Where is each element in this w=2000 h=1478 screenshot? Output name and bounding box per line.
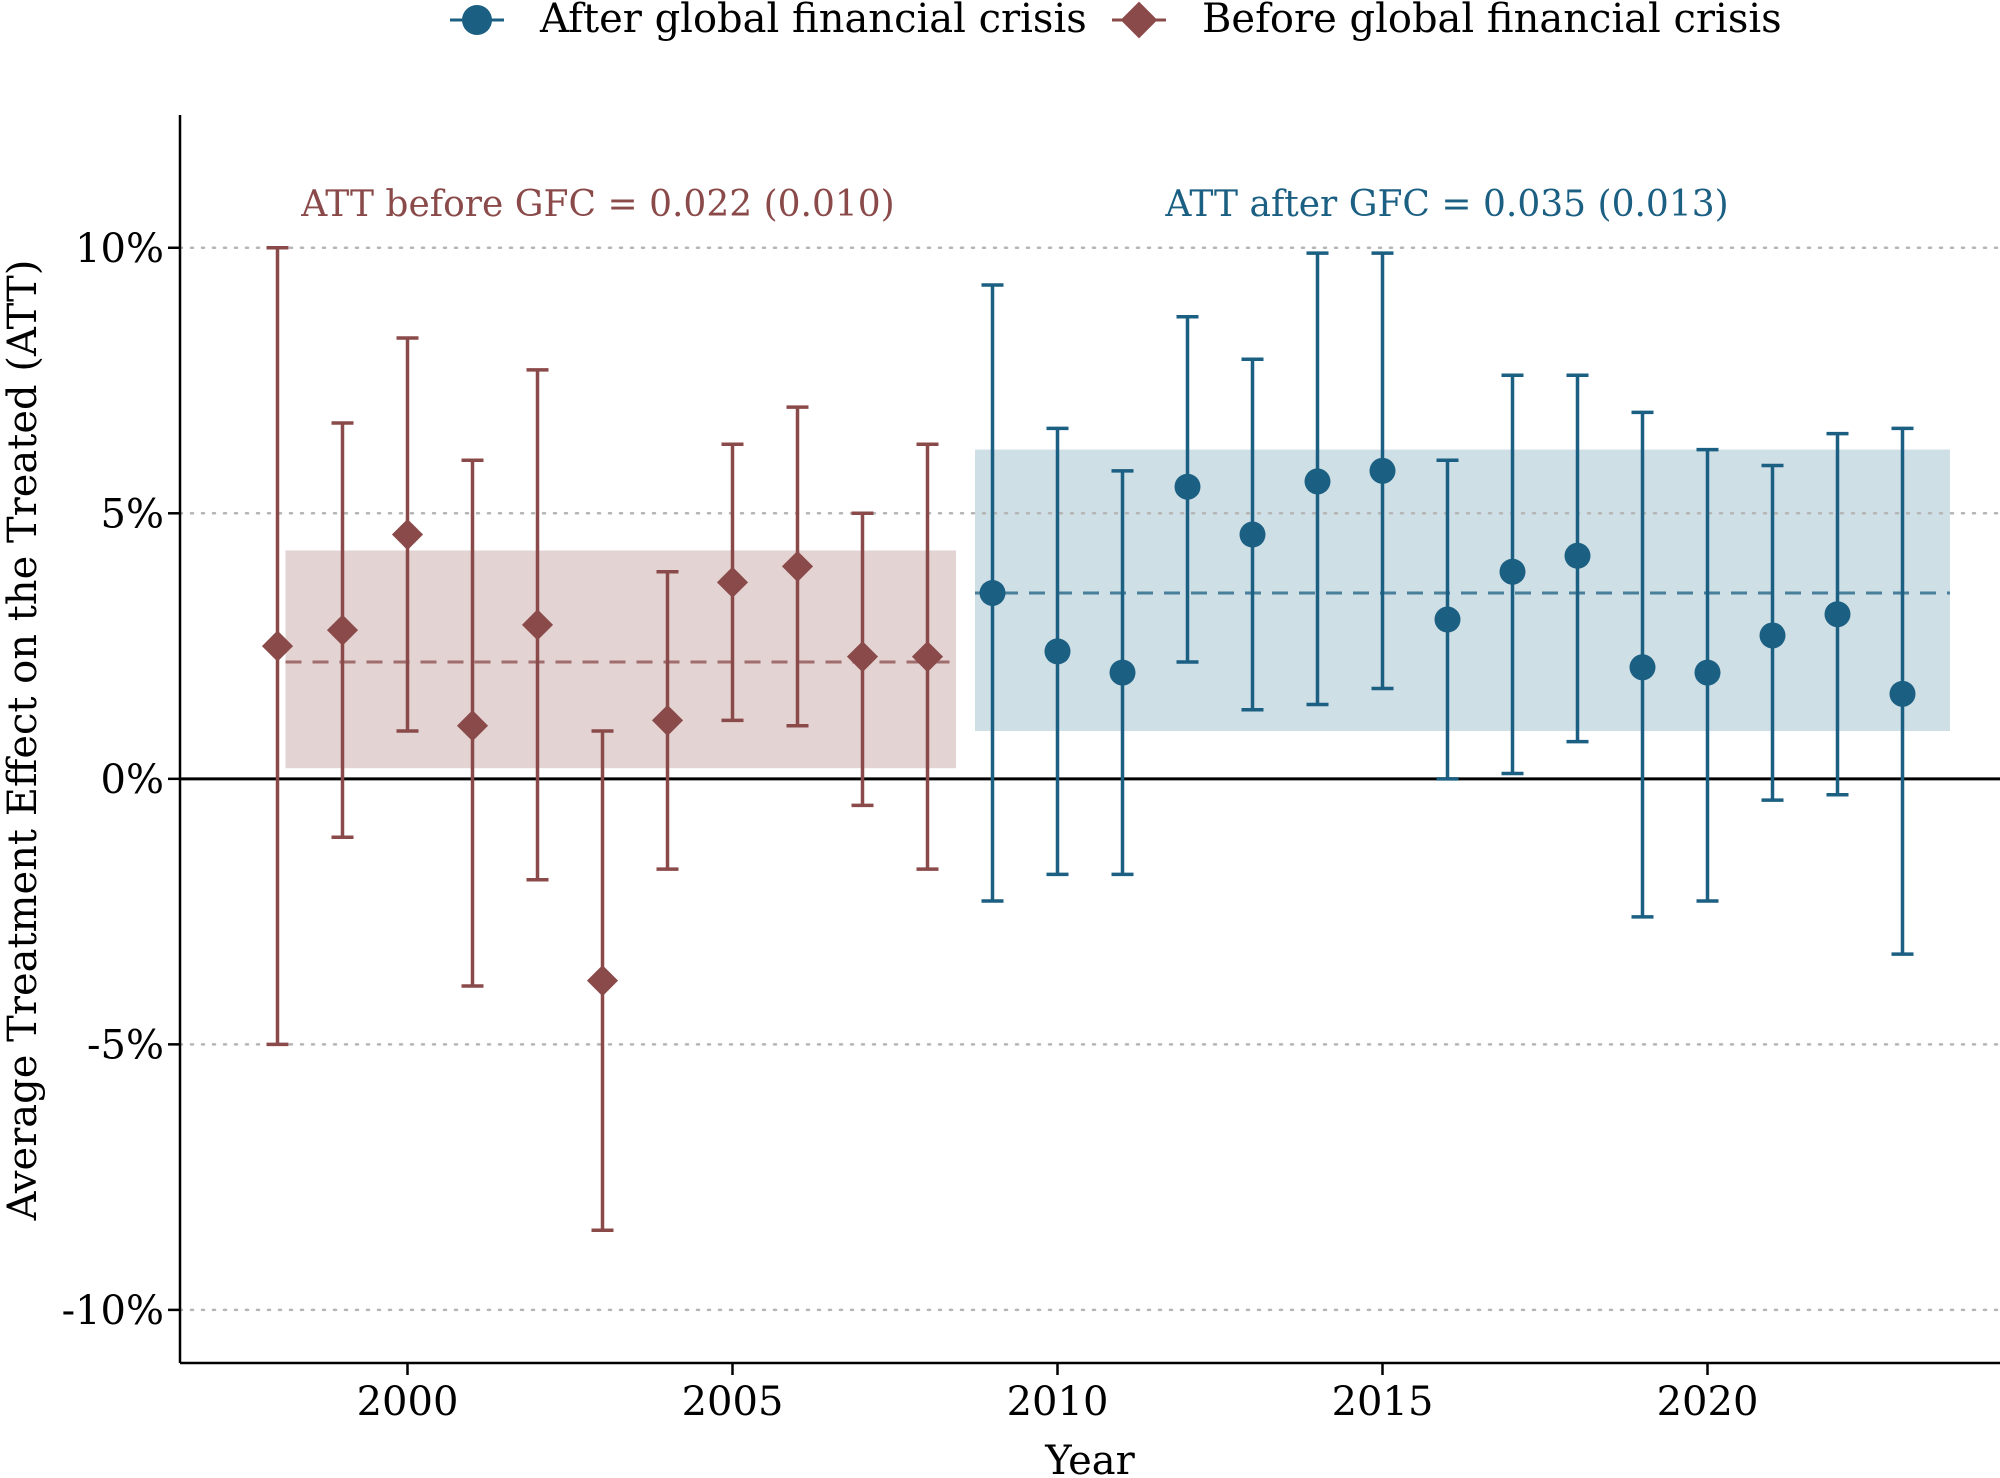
data-point-diamond <box>456 710 489 742</box>
x-axis-title: Year <box>1044 1438 1135 1478</box>
data-point-diamond <box>391 518 424 551</box>
legend-after-circle-icon <box>462 5 492 35</box>
y-tick-label: -10% <box>62 1288 164 1334</box>
y-tick-label: 0% <box>101 757 164 803</box>
data-point-diamond <box>326 614 359 646</box>
data-point-circle <box>1434 606 1461 633</box>
legend-after-label: After global financial crisis <box>539 0 1087 42</box>
average-lines <box>285 591 1950 664</box>
data-point-circle <box>1824 601 1851 628</box>
y-axis-title: Average Treatment Effect on the Treated … <box>0 260 46 1222</box>
data-point-circle <box>1694 659 1721 686</box>
x-tick-label: 2005 <box>682 1379 784 1425</box>
data-point-circle <box>1369 457 1396 484</box>
att-band-after <box>975 449 1950 732</box>
x-tick-label: 2015 <box>1332 1379 1434 1425</box>
data-point-circle <box>1304 468 1331 495</box>
data-point-diamond <box>586 965 619 997</box>
legend-before-label: Before global financial crisis <box>1202 0 1782 42</box>
legend-before-diamond-icon <box>1120 1 1158 39</box>
x-tick-label: 2000 <box>357 1379 459 1425</box>
data-point-diamond <box>261 630 294 662</box>
x-tick-label: 2010 <box>1007 1379 1109 1425</box>
y-tick-label: 10% <box>75 226 164 272</box>
data-point-circle <box>1499 558 1526 585</box>
data-point-circle <box>1889 680 1916 707</box>
data-point-circle <box>1044 638 1071 665</box>
annotation-att-before: ATT before GFC = 0.022 (0.010) <box>300 184 894 225</box>
data-point-circle <box>1109 659 1136 686</box>
x-tick-label: 2020 <box>1657 1379 1759 1425</box>
data-point-circle <box>1174 473 1201 500</box>
y-tick-label: -5% <box>87 1022 164 1068</box>
data-point-circle <box>979 579 1006 606</box>
data-point-circle <box>1759 622 1786 649</box>
data-point-circle <box>1629 654 1656 681</box>
annotation-att-after: ATT after GFC = 0.035 (0.013) <box>1164 184 1728 225</box>
data-point-circle <box>1564 542 1591 569</box>
legend: After global financial crisis Before glo… <box>450 0 1782 42</box>
confidence-bands <box>285 449 1950 769</box>
tick-marks: -10% -5% 0% 5% 10% 2000 2005 2010 2015 2020 <box>62 226 1759 1425</box>
data-point-circle <box>1239 521 1266 548</box>
y-tick-label: 5% <box>101 491 164 537</box>
axes <box>178 115 2000 1365</box>
